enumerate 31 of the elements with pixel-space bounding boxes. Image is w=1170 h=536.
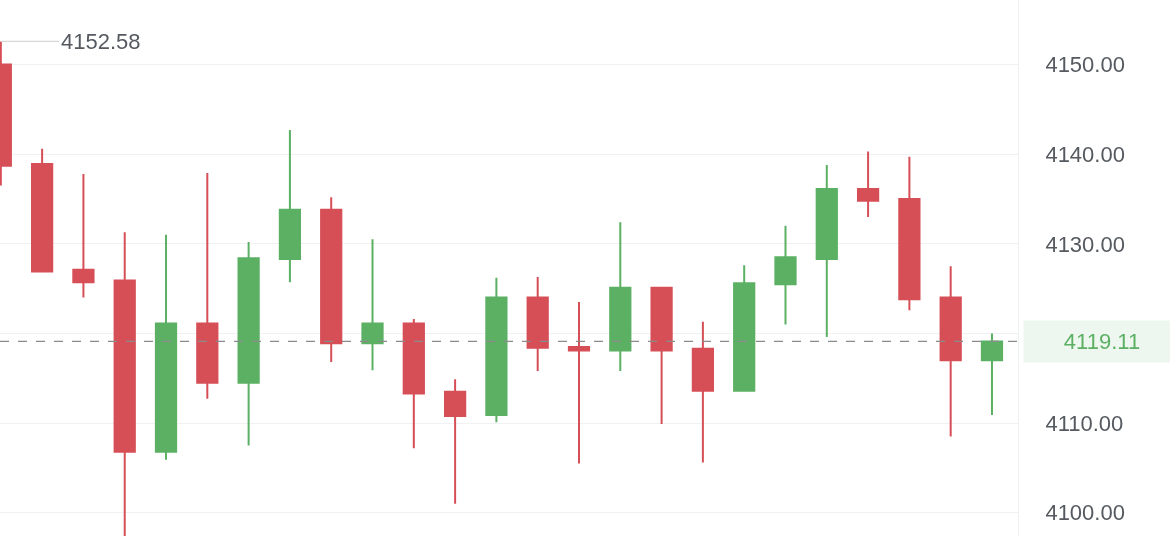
candlestick: [898, 155, 921, 312]
y-tick-label: 4100.00: [1045, 500, 1125, 526]
candlestick: [691, 320, 715, 464]
candlestick: [402, 318, 425, 450]
y-tick-label: 4140.00: [1045, 141, 1125, 167]
candlestick: [113, 231, 136, 536]
y-tick-label: 4130.00: [1045, 231, 1125, 257]
candlestick: [774, 224, 797, 326]
candlestick: [526, 275, 549, 373]
candlestick: [609, 221, 632, 373]
candlestick: [72, 172, 95, 299]
candlestick: [815, 163, 838, 339]
y-tick-label: 4150.00: [1045, 52, 1125, 78]
candlestick: [485, 276, 508, 424]
ref-line-label: 4119.11: [1063, 329, 1141, 354]
candlestick: [939, 265, 962, 438]
candlestick: [320, 196, 343, 364]
candlestick: [237, 241, 260, 447]
annotation: 4152.58: [61, 29, 141, 54]
candlestick: [31, 147, 54, 273]
candlestick: [196, 171, 219, 400]
candlestick: [361, 238, 384, 372]
candlestick: [980, 332, 1004, 416]
candlestick: [567, 301, 591, 465]
candlestick: [278, 128, 302, 284]
candlestick: [154, 233, 178, 461]
candlestick: [733, 264, 756, 392]
y-tick-label: 4110.00: [1045, 410, 1124, 436]
candlestick: [650, 286, 673, 425]
candlestick: [443, 378, 467, 505]
candlestick: [856, 150, 880, 218]
